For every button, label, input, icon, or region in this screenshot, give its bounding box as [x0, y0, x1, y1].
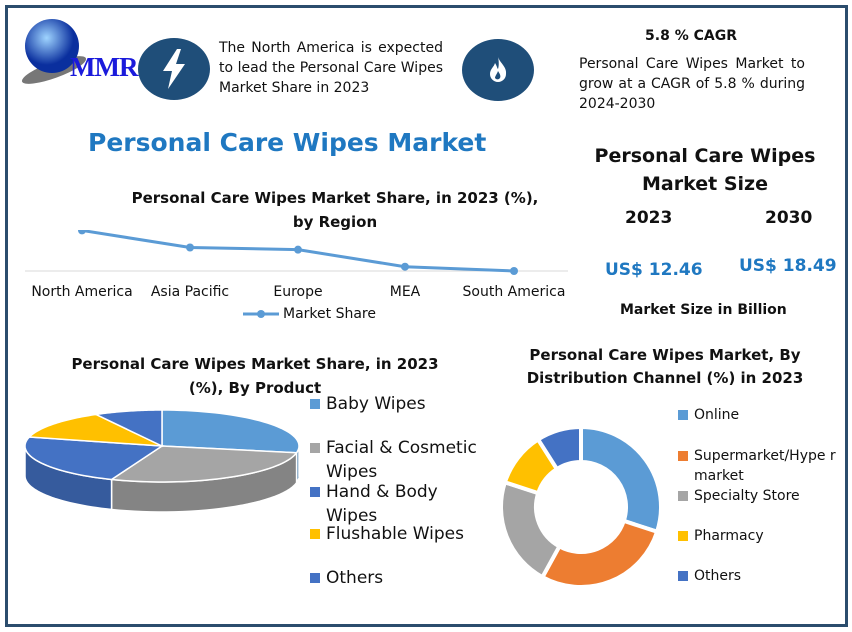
pie-slice	[161, 409, 300, 454]
x-tick-label: Europe	[273, 284, 323, 300]
x-tick-label: MEA	[389, 284, 421, 300]
legend-label: Flushable Wipes	[326, 524, 464, 544]
logo-text: MMR	[70, 52, 138, 82]
distribution-donut-chart	[499, 424, 663, 589]
legend-item: Facial & Cosmetic Wipes	[310, 436, 490, 484]
legend-label: Facial & Cosmetic Wipes	[326, 438, 477, 482]
data-point	[186, 243, 194, 252]
legend-swatch	[310, 443, 320, 453]
pie-slice	[27, 413, 163, 447]
year-2023: 2023	[625, 208, 673, 228]
mmr-logo: MMR	[14, 14, 138, 84]
insight-text: The North America is expected to lead th…	[219, 40, 443, 96]
legend-label: Baby Wipes	[326, 394, 426, 414]
legend-item: Flushable Wipes	[310, 522, 490, 546]
x-tick-label: South America	[462, 284, 566, 300]
legend-swatch	[310, 487, 320, 497]
donut-slice	[535, 424, 583, 472]
legend-swatch	[678, 531, 688, 541]
value-2023: US$ 12.46	[605, 260, 703, 280]
legend-label: Hand & Body Wipes	[326, 482, 438, 526]
legend-swatch	[678, 491, 688, 501]
pie-slice	[93, 409, 163, 448]
data-point	[510, 267, 518, 275]
line-chart-title: Personal Care Wipes Market Share, in 202…	[131, 189, 539, 231]
legend-label: Others	[326, 568, 384, 588]
legend-item: Supermarket/Hype rmarket	[678, 446, 838, 486]
legend-label: Pharmacy	[694, 528, 764, 544]
legend-swatch	[310, 573, 320, 583]
region-line-chart	[25, 230, 568, 275]
data-point	[78, 230, 86, 235]
main-title: Personal Care Wipes Market	[88, 128, 487, 157]
legend-swatch	[310, 399, 320, 409]
lightning-icon	[163, 49, 185, 89]
legend-item: Others	[678, 566, 838, 586]
legend-label: Online	[694, 407, 740, 423]
legend-item: Online	[678, 405, 838, 425]
pie-slice	[24, 436, 165, 481]
legend-label: Others	[694, 568, 742, 584]
lightning-icon-badge	[138, 38, 210, 100]
value-2030: US$ 18.49	[739, 256, 837, 276]
data-point	[401, 262, 409, 271]
donut-chart-title: Personal Care Wipes Market, By Distribut…	[526, 346, 804, 387]
legend-item: Specialty Store	[678, 486, 838, 506]
donut-slice	[499, 479, 563, 580]
cagr-text: Personal Care Wipes Market to grow at a …	[579, 56, 805, 112]
year-2030: 2030	[765, 208, 813, 228]
infographic-frame	[5, 5, 848, 627]
pie-chart-title: Personal Care Wipes Market Share, in 202…	[71, 355, 439, 397]
flame-icon-badge	[462, 39, 534, 101]
legend-item: Pharmacy	[678, 526, 838, 546]
legend-swatch	[678, 410, 688, 420]
legend-swatch	[310, 529, 320, 539]
data-point	[294, 245, 302, 254]
legend-swatch	[678, 571, 688, 581]
legend-line-marker	[243, 310, 279, 318]
x-tick-label: Asia Pacific	[150, 284, 230, 300]
legend-label: Supermarket/Hype rmarket	[694, 448, 836, 484]
legend-item: Others	[310, 566, 490, 590]
market-size-unit: Market Size in Billion	[620, 302, 787, 318]
legend-item: Baby Wipes	[310, 392, 490, 416]
donut-slice	[539, 518, 660, 589]
flame-icon	[490, 57, 507, 82]
pie-slice	[109, 445, 299, 483]
legend-swatch	[678, 451, 688, 461]
x-tick-label: North America	[31, 284, 133, 300]
product-pie-chart	[24, 409, 300, 513]
globe-icon	[21, 19, 87, 84]
legend-label: Specialty Store	[694, 488, 800, 504]
legend-item: Hand & Body Wipes	[310, 480, 490, 528]
line-legend: Market Share	[243, 306, 376, 322]
donut-slice	[579, 424, 663, 535]
market-size-title: Personal Care Wipes Market Size	[594, 145, 816, 195]
cagr-title: 5.8 % CAGR	[645, 28, 737, 44]
legend-label: Market Share	[283, 306, 376, 322]
